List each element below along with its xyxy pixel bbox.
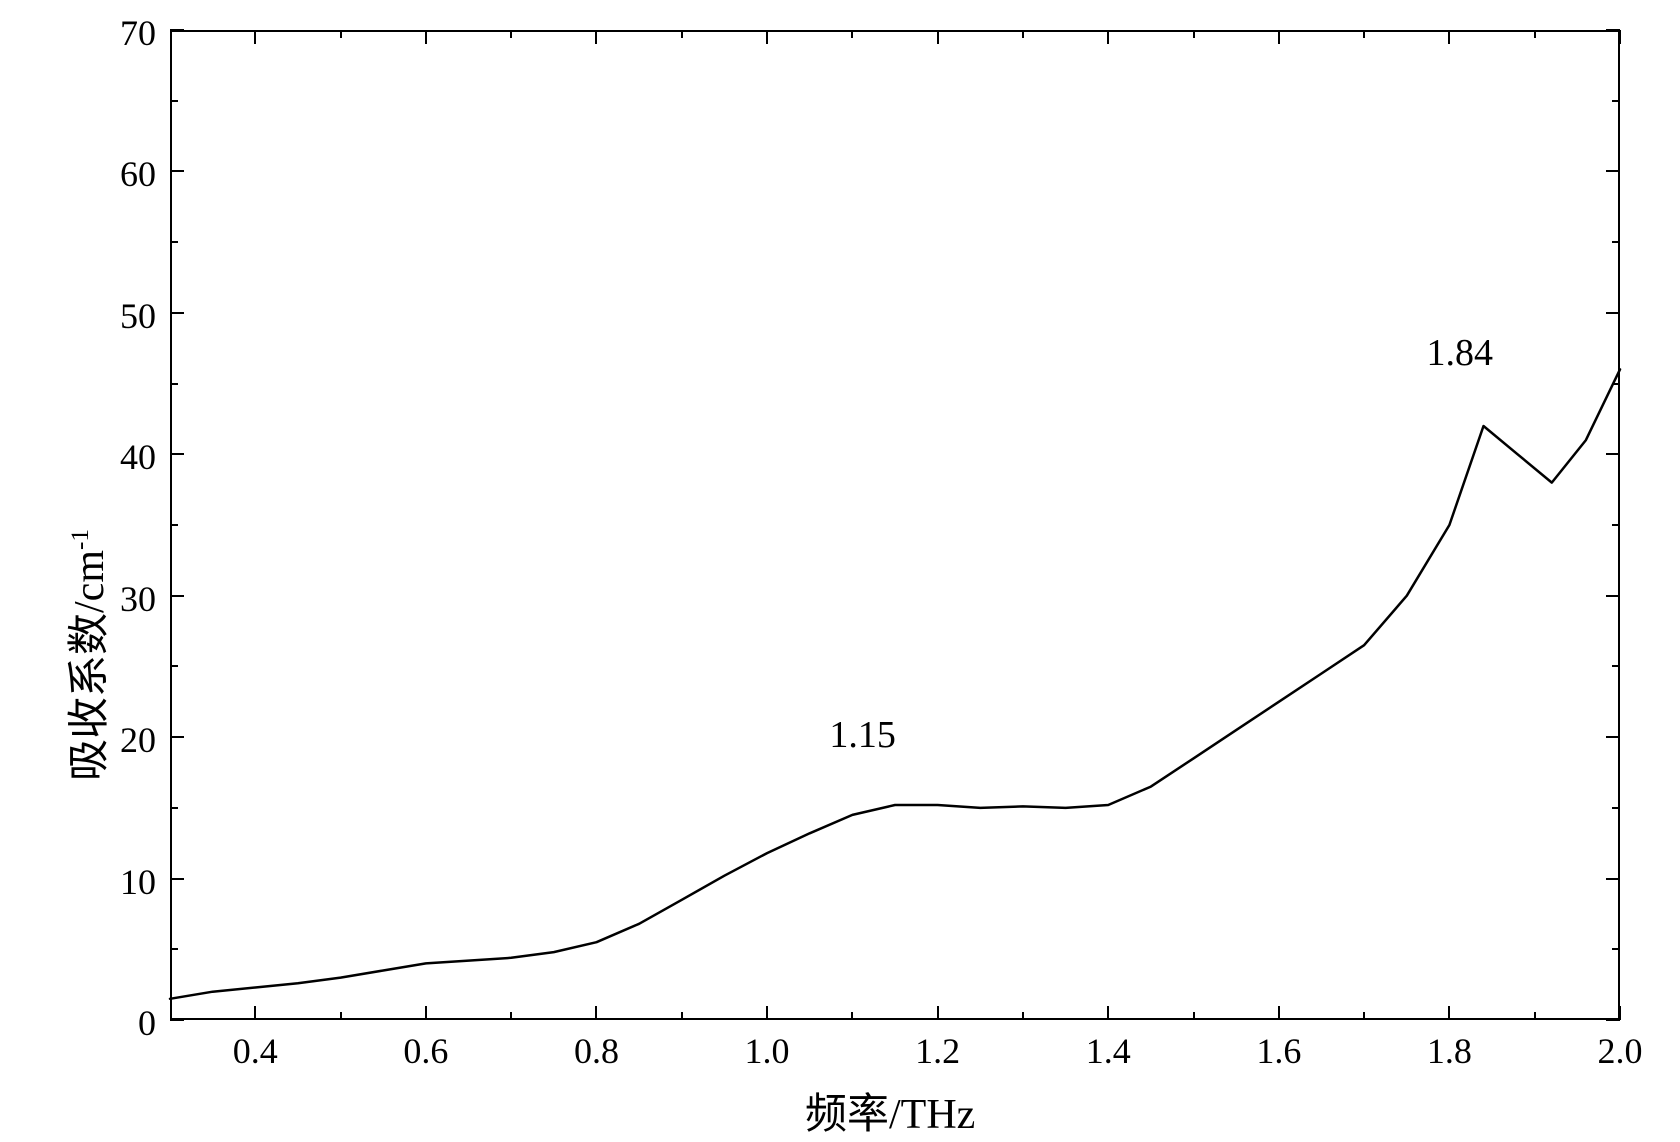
- x-tick-label: 2.0: [1598, 1030, 1643, 1072]
- x-tick-minor-top: [851, 30, 853, 38]
- x-tick-minor: [1193, 1012, 1195, 1020]
- x-tick-minor: [1534, 1012, 1536, 1020]
- y-tick-minor: [170, 241, 178, 243]
- x-tick-minor: [1022, 1012, 1024, 1020]
- x-tick-minor: [1363, 1012, 1365, 1020]
- x-tick-major: [1107, 1006, 1109, 1020]
- x-tick-major: [595, 1006, 597, 1020]
- y-tick-minor-right: [1612, 948, 1620, 950]
- x-tick-minor-top: [681, 30, 683, 38]
- x-tick-major-top: [425, 30, 427, 44]
- y-tick-minor-right: [1612, 665, 1620, 667]
- y-tick-minor-right: [1612, 383, 1620, 385]
- x-tick-label: 1.6: [1256, 1030, 1301, 1072]
- y-tick-major-right: [1606, 595, 1620, 597]
- x-tick-major-top: [595, 30, 597, 44]
- x-tick-minor-top: [510, 30, 512, 38]
- y-tick-major-right: [1606, 170, 1620, 172]
- x-tick-major-top: [1619, 30, 1621, 44]
- x-tick-minor-top: [1363, 30, 1365, 38]
- y-tick-major-right: [1606, 29, 1620, 31]
- x-tick-minor-top: [1193, 30, 1195, 38]
- y-tick-minor-right: [1612, 524, 1620, 526]
- x-tick-label: 0.8: [574, 1030, 619, 1072]
- x-tick-minor: [851, 1012, 853, 1020]
- x-tick-major: [1619, 1006, 1621, 1020]
- y-tick-minor-right: [1612, 807, 1620, 809]
- y-tick-major: [170, 595, 184, 597]
- plot-area: [170, 30, 1620, 1020]
- y-axis-label-prefix: 吸收系数/cm: [67, 550, 113, 781]
- x-tick-label: 1.2: [915, 1030, 960, 1072]
- x-tick-minor: [510, 1012, 512, 1020]
- y-tick-minor: [170, 948, 178, 950]
- x-tick-label: 0.4: [233, 1030, 278, 1072]
- x-tick-major-top: [937, 30, 939, 44]
- x-tick-major: [1278, 1006, 1280, 1020]
- y-tick-minor-right: [1612, 100, 1620, 102]
- y-tick-minor-right: [1612, 241, 1620, 243]
- y-tick-major-right: [1606, 1019, 1620, 1021]
- x-tick-minor-top: [1534, 30, 1536, 38]
- x-tick-label: 1.0: [745, 1030, 790, 1072]
- x-tick-major-top: [1278, 30, 1280, 44]
- x-tick-minor: [681, 1012, 683, 1020]
- x-tick-major: [937, 1006, 939, 1020]
- y-tick-major-right: [1606, 736, 1620, 738]
- annotation-label: 1.15: [829, 713, 896, 757]
- y-tick-major: [170, 312, 184, 314]
- y-tick-major: [170, 29, 184, 31]
- y-tick-major: [170, 736, 184, 738]
- x-tick-label: 1.4: [1086, 1030, 1131, 1072]
- annotation-label: 1.84: [1426, 331, 1493, 375]
- x-tick-major: [766, 1006, 768, 1020]
- x-tick-label: 0.6: [403, 1030, 448, 1072]
- y-tick-minor: [170, 807, 178, 809]
- y-axis-label-sup: -1: [67, 529, 94, 550]
- y-tick-minor: [170, 524, 178, 526]
- y-tick-major: [170, 878, 184, 880]
- x-tick-major: [425, 1006, 427, 1020]
- x-tick-major-top: [1448, 30, 1450, 44]
- y-tick-minor: [170, 100, 178, 102]
- x-tick-label: 1.8: [1427, 1030, 1472, 1072]
- y-axis-label: 吸收系数/cm-1: [55, 529, 116, 781]
- x-tick-major: [1448, 1006, 1450, 1020]
- y-tick-major-right: [1606, 312, 1620, 314]
- x-tick-minor-top: [1022, 30, 1024, 38]
- y-tick-major: [170, 1019, 184, 1021]
- chart-container: 吸收系数/cm-1 频率/THz 0.4 0.6 0.8 1.0 1.2 1.4 1.6 1.…: [0, 0, 1680, 1142]
- x-tick-minor-top: [340, 30, 342, 38]
- x-axis-label: 频率/THz: [805, 1080, 975, 1141]
- x-tick-minor: [340, 1012, 342, 1020]
- x-tick-major-top: [766, 30, 768, 44]
- y-tick-minor: [170, 383, 178, 385]
- x-tick-major: [254, 1006, 256, 1020]
- x-tick-major-top: [1107, 30, 1109, 44]
- y-tick-major: [170, 170, 184, 172]
- y-tick-major-right: [1606, 878, 1620, 880]
- y-tick-minor: [170, 665, 178, 667]
- y-tick-major-right: [1606, 453, 1620, 455]
- y-tick-major: [170, 453, 184, 455]
- x-tick-major-top: [254, 30, 256, 44]
